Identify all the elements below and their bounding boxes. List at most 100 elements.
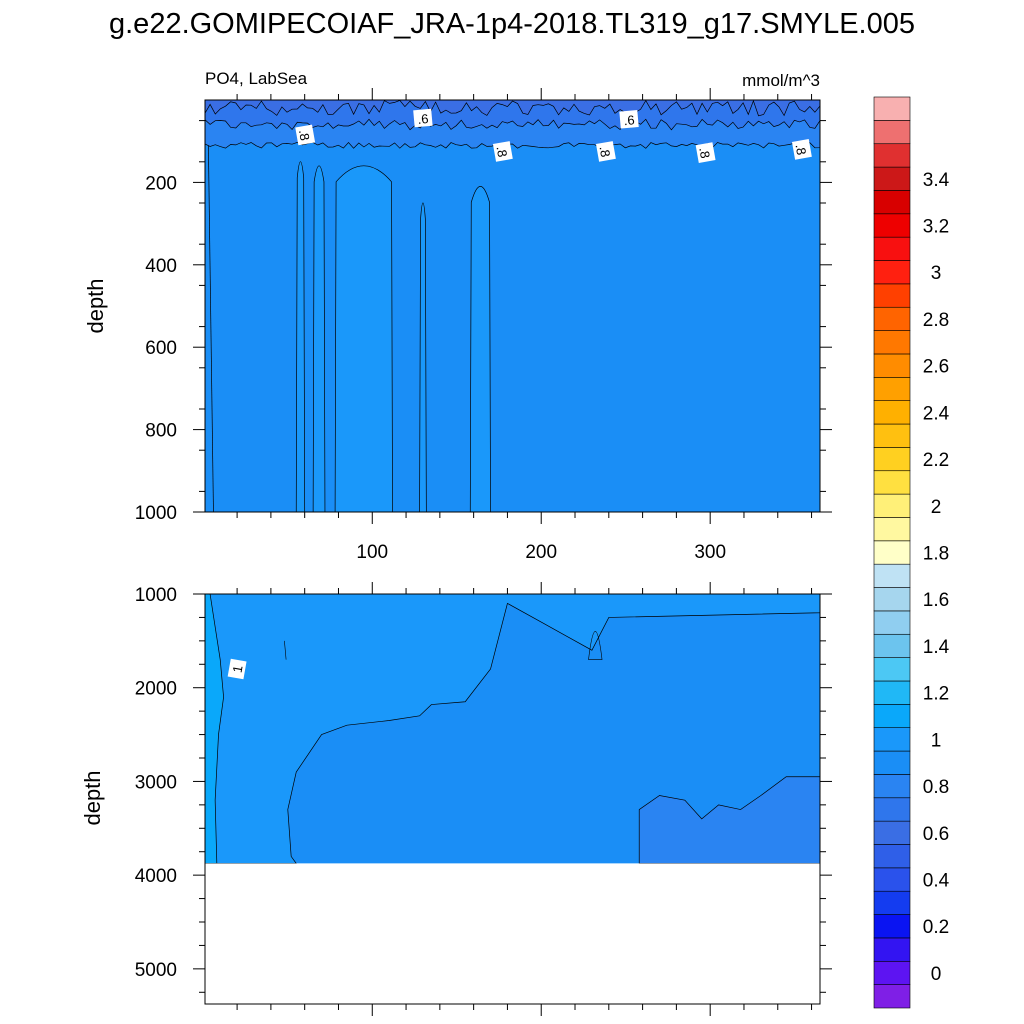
- lower-contour-labels: 1: [227, 658, 247, 680]
- colorbar-label-12: 2.4: [923, 403, 950, 424]
- colorbar-label-17: 3.4: [923, 170, 950, 191]
- upper-y-tick-label-800: 800: [145, 421, 177, 442]
- colorbar-label-11: 2.2: [923, 450, 949, 471]
- upper-column-4: [469, 186, 491, 512]
- upper-y-tick-label-1000: 1000: [135, 503, 177, 524]
- colorbar-swatch-26: [873, 377, 911, 401]
- colorbar-swatch-2: [873, 937, 911, 962]
- colorbar-swatch-30: [873, 283, 911, 308]
- upper-frame: [204, 99, 821, 513]
- upper-contour-labels: .8 .6 .8 .8 .6 .8 .8: [295, 108, 812, 163]
- colorbar-swatch-33: [873, 213, 911, 238]
- colorbar-label-8: 1.6: [923, 590, 949, 611]
- upper-y-axis-label: depth: [83, 278, 108, 333]
- colorbar-swatch-22: [873, 470, 911, 495]
- lower-y-tick-label-3000: 3000: [135, 772, 177, 793]
- colorbar-swatch-12: [873, 704, 911, 728]
- colorbar-swatch-34: [873, 190, 911, 215]
- lower-small-contour-1: [588, 631, 603, 660]
- colorbar-label-5: 1: [931, 730, 942, 751]
- colorbar-swatch-1: [873, 960, 911, 985]
- upper-y-tick-label-200: 200: [145, 173, 177, 194]
- upper-contour-label-1: .6: [417, 111, 429, 127]
- lower-region-upper-deep: [205, 594, 820, 864]
- colorbar-swatch-10: [873, 750, 911, 775]
- lower-y-axis-label: depth: [80, 770, 105, 825]
- upper-y-tick-label-600: 600: [145, 338, 177, 359]
- lower-panel: 1 1000 2000 3000 4000 5000 depth: [80, 582, 832, 1016]
- lower-region-deep-east: [638, 776, 820, 864]
- colorbar-swatch-23: [873, 447, 911, 472]
- lower-axis-ticks: 1000 2000 3000 4000 5000: [135, 582, 832, 1016]
- colorbar-swatch-38: [873, 96, 911, 121]
- upper-contour-label-2: .8: [494, 145, 511, 158]
- upper-contour-label-6: .8: [793, 143, 810, 156]
- colorbar-swatch-14: [873, 657, 911, 682]
- lower-y-tick-label-5000: 5000: [135, 960, 177, 981]
- colorbar-swatch-36: [873, 143, 911, 168]
- colorbar-swatch-35: [873, 166, 911, 191]
- upper-y-tick-label-400: 400: [145, 256, 177, 277]
- colorbar-swatch-7: [873, 820, 911, 845]
- colorbar-swatch-16: [873, 610, 911, 635]
- colorbar-swatch-17: [873, 587, 911, 612]
- units-label: mmol/m^3: [742, 71, 820, 90]
- colorbar-swatch-31: [873, 260, 911, 285]
- upper-contour-label-bg-3: [595, 141, 616, 162]
- upper-field: [205, 100, 820, 512]
- upper-panel: PO4, LabSea mmol/m^3 .8 .6 .8 .8 .6 .8 .8 200 4…: [83, 69, 832, 563]
- colorbar-swatch-37: [873, 120, 911, 145]
- upper-contour-label-bg-4: [619, 110, 639, 129]
- colorbar-swatch-5: [873, 867, 911, 892]
- colorbar-swatch-32: [873, 236, 911, 261]
- upper-contours: [208, 145, 214, 512]
- colorbar-label-7: 1.4: [923, 637, 950, 658]
- upper-column-1: [312, 165, 326, 512]
- colorbar-swatch-18: [873, 563, 911, 588]
- upper-column-2: [334, 165, 393, 512]
- lower-y-tick-label-2000: 2000: [135, 679, 177, 700]
- upper-column-3: [419, 202, 427, 512]
- colorbar-swatch-20: [873, 517, 911, 542]
- upper-layer-surface: [205, 100, 820, 117]
- upper-contour-label-bg-1: [413, 108, 433, 128]
- upper-x-tick-label-100: 100: [356, 542, 388, 563]
- upper-contour-label-bg-0: [295, 124, 316, 146]
- upper-contour-label-bg-6: [791, 139, 812, 160]
- colorbar-label-14: 2.8: [923, 310, 949, 331]
- upper-contour-label-4: .6: [623, 112, 635, 128]
- colorbar-swatch-0: [873, 984, 911, 1009]
- upper-column-0: [295, 161, 306, 512]
- colorbar-label-13: 2.6: [923, 357, 949, 378]
- upper-background-field: [205, 100, 820, 512]
- upper-contour-label-5: .8: [696, 146, 713, 159]
- colorbar-label-0: 0: [931, 964, 942, 985]
- colorbar-label-6: 1.2: [923, 684, 949, 705]
- colorbar-label-1: 0.2: [923, 917, 949, 938]
- lower-contour-label-bg-0: [227, 658, 247, 680]
- upper-contour-label-3: .8: [597, 145, 614, 158]
- colorbar-swatch-21: [873, 493, 911, 518]
- colorbar-swatch-6: [873, 844, 911, 869]
- colorbar-label-10: 2: [931, 497, 942, 518]
- colorbar-swatch-29: [873, 306, 911, 331]
- upper-x-tick-label-300: 300: [694, 542, 726, 563]
- colorbar-swatch-8: [873, 797, 911, 822]
- colorbar-swatch-19: [873, 540, 911, 565]
- colorbar-swatch-3: [873, 914, 911, 939]
- upper-edge-contour: [208, 145, 214, 512]
- colorbar-swatch-15: [873, 633, 911, 658]
- colorbar-swatch-25: [873, 400, 911, 425]
- upper-contour-label-bg-2: [492, 141, 513, 162]
- colorbar-swatch-24: [873, 423, 911, 448]
- colorbar-swatch-9: [873, 774, 911, 799]
- upper-contour-label-bg-5: [695, 142, 716, 163]
- colorbar-label-9: 1.8: [923, 544, 949, 565]
- lower-small-contour-2: [284, 640, 287, 660]
- colorbar-label-16: 3.2: [923, 217, 949, 238]
- lower-contour-label-0: 1: [230, 664, 246, 674]
- lower-frame: [204, 593, 821, 1005]
- colorbar-label-3: 0.6: [923, 824, 949, 845]
- lower-field: [205, 594, 820, 1004]
